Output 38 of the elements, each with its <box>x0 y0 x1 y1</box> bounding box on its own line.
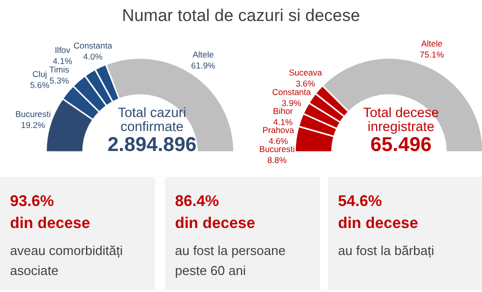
text: din decese <box>10 215 90 232</box>
slice-label: Constanta <box>73 40 112 50</box>
data-label: 75.1% <box>420 50 444 60</box>
slice-label: Ilfov <box>54 45 72 56</box>
text: Total cazuri confirmate <box>118 105 186 134</box>
slice-label: Prahova <box>262 125 294 136</box>
text: aveau comorbidități asociate <box>10 243 123 278</box>
slice-label: Cluj <box>32 69 48 80</box>
data-label: 4.1% <box>52 56 73 66</box>
text: au fost la bărbați <box>338 243 434 258</box>
text: 93.6% <box>10 193 54 210</box>
text: 54.6% <box>338 193 382 210</box>
data-label: 19.2% <box>20 120 46 130</box>
slice-label: Suceava <box>288 67 322 78</box>
data-label: 8.8% <box>267 155 288 166</box>
slice-label: Constanta <box>272 86 312 97</box>
slice-label: Bihor <box>273 106 294 116</box>
data-label: 3.6% <box>296 78 316 88</box>
text: au fost la persoane peste 60 ani <box>175 243 286 278</box>
text: 2.894.896 <box>108 134 196 156</box>
data-label: 4.6% <box>268 136 288 146</box>
data-label: 61.9% <box>191 60 216 71</box>
chart-title: Numar total de cazuri si decese <box>122 6 360 25</box>
slice-label: Bucuresti <box>259 144 295 154</box>
text: din decese <box>175 215 256 232</box>
text: din decese <box>338 215 418 232</box>
data-label: 4.0% <box>83 51 103 62</box>
slice-label: Timis <box>49 64 70 74</box>
data-label: 4.1% <box>273 116 294 127</box>
data-label: 5.6% <box>30 80 50 90</box>
text: Total decese inregistrate <box>363 105 439 134</box>
data-label: 5.3% <box>50 75 70 86</box>
slice-label: Bucuresti <box>15 108 51 119</box>
text: 65.496 <box>370 134 432 156</box>
data-label: 3.9% <box>282 98 302 108</box>
text: 86.4% <box>175 193 220 210</box>
slice-label: Altele <box>192 50 214 60</box>
slice-label: Altele <box>421 38 443 49</box>
